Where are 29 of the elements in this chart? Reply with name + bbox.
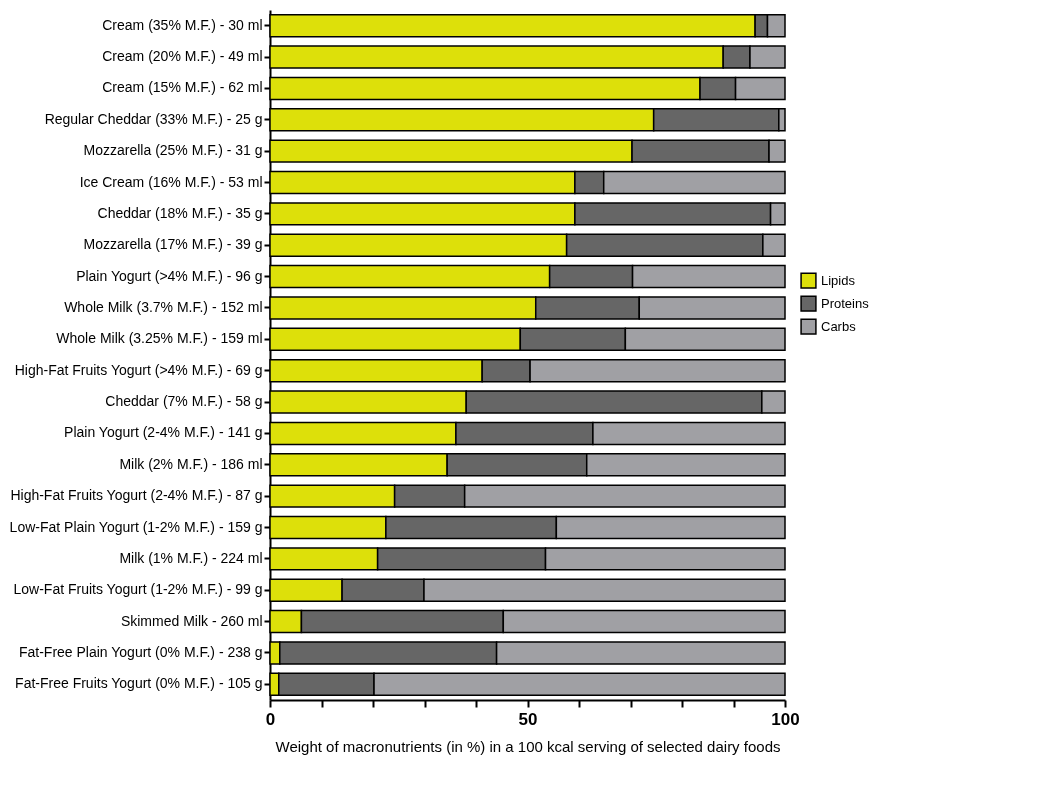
- y-tick-label: Mozzarella (25% M.F.) - 31 g: [83, 142, 263, 159]
- y-tick-label: High-Fat Fruits Yogurt (2-4% M.F.) - 87 g: [10, 487, 263, 504]
- y-tick-label: Fat-Free Plain Yogurt (0% M.F.) - 238 g: [18, 643, 263, 660]
- y-tick-label: Plain Yogurt (>4% M.F.) - 96 g: [76, 267, 263, 284]
- y-tick-label: Milk (2% M.F.) - 186 ml: [119, 455, 263, 472]
- y-tick-label: Whole Milk (3.25% M.F.) - 159 ml: [56, 330, 263, 347]
- x-tick-label: 100: [771, 709, 800, 729]
- y-tick-label: Cheddar (7% M.F.) - 58 g: [105, 393, 263, 410]
- x-tick-label: 0: [265, 709, 276, 729]
- y-tick-label: Fat-Free Fruits Yogurt (0% M.F.) - 105 g: [15, 675, 263, 692]
- y-tick-label: High-Fat Fruits Yogurt (>4% M.F.) - 69 g: [14, 361, 263, 378]
- y-tick-label: Cream (15% M.F.) - 62 ml: [102, 79, 263, 96]
- y-tick-label: Low-Fat Fruits Yogurt (1-2% M.F.) - 99 g: [13, 581, 263, 598]
- legend-label: Lipids: [821, 272, 856, 288]
- y-tick-label: Skimmed Milk - 260 ml: [120, 612, 263, 629]
- y-tick-label: Cheddar (18% M.F.) - 35 g: [97, 204, 263, 221]
- y-tick-label: Whole Milk (3.7% M.F.) - 152 ml: [64, 298, 263, 315]
- legend-label: Proteins: [821, 295, 870, 311]
- y-tick-label: Low-Fat Plain Yogurt (1-2% M.F.) - 159 g: [9, 518, 263, 535]
- y-tick-label: Plain Yogurt (2-4% M.F.) - 141 g: [64, 424, 263, 441]
- y-tick-label: Mozzarella (17% M.F.) - 39 g: [83, 236, 263, 253]
- x-axis-title: Weight of macronutrients (in %) in a 100 kcal serving of selected dairy foods: [275, 737, 781, 755]
- y-tick-label: Regular Cheddar (33% M.F.) - 25 g: [44, 110, 263, 127]
- y-tick-label: Milk (1% M.F.) - 224 ml: [119, 549, 263, 566]
- y-tick-label: Ice Cream (16% M.F.) - 53 ml: [79, 173, 263, 190]
- legend-label: Carbs: [821, 318, 857, 334]
- y-tick-label: Cream (35% M.F.) - 30 ml: [102, 16, 263, 33]
- y-tick-label: Cream (20% M.F.) - 49 ml: [102, 48, 263, 65]
- x-tick-label: 50: [518, 709, 538, 729]
